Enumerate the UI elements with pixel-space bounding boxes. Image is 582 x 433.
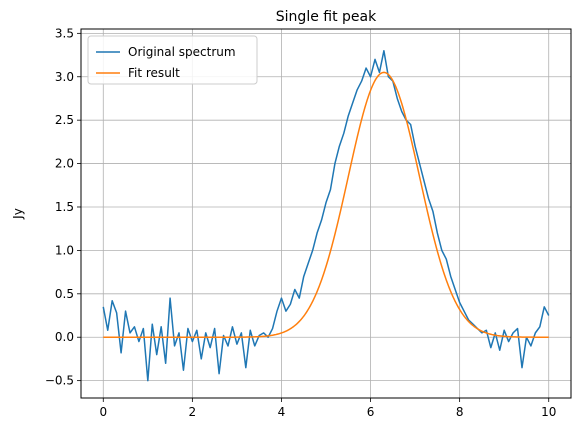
- y-axis-label: Jy: [11, 208, 25, 220]
- y-tick-label: 3.5: [55, 26, 74, 40]
- y-tick-label: 3.0: [55, 70, 74, 84]
- legend-label: Fit result: [128, 66, 180, 80]
- x-tick-label: 4: [278, 405, 286, 419]
- legend-label: Original spectrum: [128, 45, 236, 59]
- y-tick-label: 0.5: [55, 287, 74, 301]
- y-tick-label: 0.0: [55, 330, 74, 344]
- x-tick-label: 2: [189, 405, 197, 419]
- grid: [81, 29, 571, 398]
- y-tick-label: 2.0: [55, 157, 74, 171]
- ticks: 0 2 4 6 8 10 −0.5 0.0 0.5 1.0 1.5 2.0 2.5 3.0 3.5: [45, 26, 557, 419]
- y-tick-label: 1.0: [55, 243, 74, 257]
- chart-title: Single fit peak: [276, 9, 377, 25]
- series-layer: [102, 49, 550, 382]
- y-tick-label: 1.5: [55, 200, 74, 214]
- legend-box: [87, 35, 258, 85]
- axes-frame: [80, 28, 572, 399]
- x-tick-label: 8: [456, 405, 464, 419]
- legend: Original spectrum Fit result: [87, 35, 258, 85]
- x-tick-label: 6: [367, 405, 375, 419]
- fit-result-line: [103, 71, 549, 338]
- x-tick-label: 10: [541, 405, 556, 419]
- x-tick-label: 0: [99, 405, 107, 419]
- y-tick-label: 2.5: [55, 113, 74, 127]
- y-tick-label: −0.5: [45, 374, 74, 388]
